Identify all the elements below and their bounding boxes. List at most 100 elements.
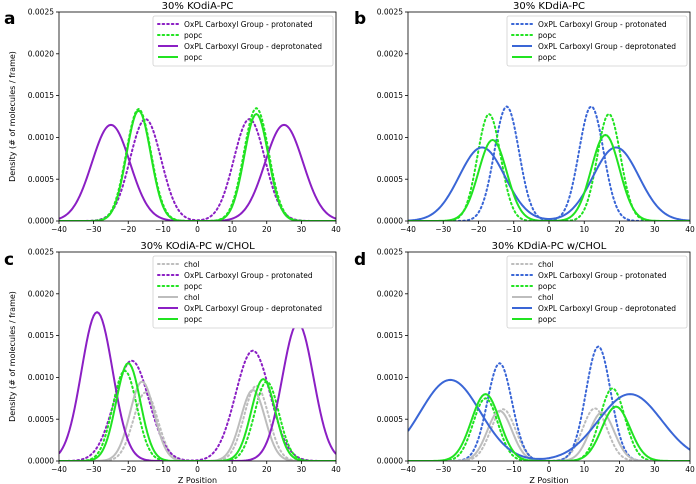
x-tick-label: −20 xyxy=(120,225,136,234)
x-tick-label: 0 xyxy=(195,465,200,474)
x-tick-label: −10 xyxy=(155,465,171,474)
x-axis-label: Z Position xyxy=(178,476,217,484)
y-tick-label: 0.0020 xyxy=(28,289,54,298)
series-line-3 xyxy=(408,133,690,221)
legend-label: OxPL Carboxyl Group - protonated xyxy=(184,20,313,29)
y-tick-label: 0.0000 xyxy=(28,217,54,226)
x-tick-label: −20 xyxy=(471,465,487,474)
series-line-2 xyxy=(408,146,690,221)
chart-title: 30% KDdiA-PC w/CHOL xyxy=(492,241,607,252)
legend-label: chol xyxy=(184,260,200,269)
series-line-1 xyxy=(59,349,336,461)
x-tick-label: 30 xyxy=(297,465,307,474)
legend-box xyxy=(506,15,688,67)
plot-area xyxy=(408,345,690,461)
panel-letter: a xyxy=(4,9,15,29)
panel-letter: d xyxy=(354,250,366,270)
legend-label: popc xyxy=(538,315,556,324)
legend-box xyxy=(152,255,334,329)
y-tick-label: 0.0025 xyxy=(28,8,54,17)
panel-letter: b xyxy=(354,9,366,29)
y-tick-label: 0.0005 xyxy=(28,415,54,424)
x-tick-label: 40 xyxy=(685,465,695,474)
legend-label: OxPL Carboxyl Group - deprotonated xyxy=(184,304,322,313)
series-line-4 xyxy=(59,311,336,461)
y-tick-label: 0.0025 xyxy=(28,248,54,257)
x-tick-label: −20 xyxy=(120,465,136,474)
x-tick-label: −30 xyxy=(435,465,451,474)
x-tick-label: −10 xyxy=(155,225,171,234)
x-tick-label: 30 xyxy=(297,225,307,234)
series-line-0 xyxy=(408,105,690,221)
legend-box xyxy=(506,255,688,329)
x-tick-label: −40 xyxy=(51,465,67,474)
plot-area xyxy=(59,311,336,461)
legend-label: popc xyxy=(538,53,556,62)
y-axis-label: Density (# of molecules / frame) xyxy=(8,291,17,422)
y-tick-label: 0.0010 xyxy=(377,133,403,142)
legend-label: chol xyxy=(184,293,200,302)
legend-label: popc xyxy=(184,31,202,40)
legend-label: OxPL Carboxyl Group - deprotonated xyxy=(538,304,676,313)
series-line-0 xyxy=(59,118,336,221)
plot-area xyxy=(59,107,336,221)
legend-label: popc xyxy=(184,315,202,324)
panel-a: a 30% KOdiA-PC Density (# of molecules / f… xyxy=(4,1,341,234)
legend: OxPL Carboxyl Group - protonated popc OxPL… xyxy=(506,15,688,67)
series-line-3 xyxy=(59,380,336,461)
x-tick-label: −10 xyxy=(506,225,522,234)
series-line-5 xyxy=(408,393,690,461)
x-tick-label: −40 xyxy=(400,225,416,234)
series-line-1 xyxy=(408,112,690,221)
x-tick-label: 10 xyxy=(227,225,237,234)
x-tick-label: 20 xyxy=(262,465,272,474)
x-axis-label: Z Position xyxy=(529,476,568,484)
x-tick-label: −40 xyxy=(51,225,67,234)
x-tick-label: 20 xyxy=(615,465,625,474)
panel-d: d 30% KDdiA-PC w/CHOL Z Position −40 −30 −20 −… xyxy=(354,241,695,484)
y-tick-label: 0.0020 xyxy=(28,49,54,58)
y-tick-label: 0.0025 xyxy=(377,8,403,17)
y-tick-label: 0.0025 xyxy=(377,248,403,257)
series-line-2 xyxy=(59,123,336,221)
series-line-1 xyxy=(59,107,336,221)
legend-label: OxPL Carboxyl Group - protonated xyxy=(538,271,667,280)
x-tick-label: 40 xyxy=(331,465,341,474)
legend-label: OxPL Carboxyl Group - protonated xyxy=(538,20,667,29)
legend-box xyxy=(152,15,334,67)
panel-c: c 30% KOdiA-PC w/CHOL Density (# of molecu… xyxy=(4,241,341,484)
y-tick-label: 0.0000 xyxy=(28,457,54,466)
x-tick-label: 0 xyxy=(195,225,200,234)
y-tick-label: 0.0010 xyxy=(28,133,54,142)
x-tick-label: 30 xyxy=(650,225,660,234)
x-tick-label: 10 xyxy=(227,465,237,474)
legend-label: OxPL Carboxyl Group - deprotonated xyxy=(538,42,676,51)
x-tick-label: 10 xyxy=(579,225,589,234)
y-tick-label: 0.0000 xyxy=(377,457,403,466)
x-tick-label: 0 xyxy=(547,225,552,234)
x-tick-label: 40 xyxy=(331,225,341,234)
x-tick-label: −40 xyxy=(400,465,416,474)
legend-label: chol xyxy=(538,260,554,269)
legend-label: popc xyxy=(184,53,202,62)
y-tick-label: 0.0010 xyxy=(377,373,403,382)
series-line-3 xyxy=(59,109,336,221)
series-line-3 xyxy=(408,409,690,461)
chart-title: 30% KDdiA-PC xyxy=(513,1,585,12)
series-line-0 xyxy=(408,407,690,461)
legend-label: popc xyxy=(538,282,556,291)
legend-label: OxPL Carboxyl Group - protonated xyxy=(184,271,313,280)
y-tick-label: 0.0010 xyxy=(28,373,54,382)
x-tick-label: −10 xyxy=(506,465,522,474)
y-tick-label: 0.0005 xyxy=(377,175,403,184)
legend: chol OxPL Carboxyl Group - protonated popc… xyxy=(506,255,688,329)
x-tick-label: −30 xyxy=(435,225,451,234)
series-line-2 xyxy=(408,387,690,461)
x-tick-label: −30 xyxy=(86,465,102,474)
legend-label: OxPL Carboxyl Group - deprotonated xyxy=(184,42,322,51)
y-tick-label: 0.0000 xyxy=(377,217,403,226)
axes-frame xyxy=(58,251,337,462)
y-tick-label: 0.0005 xyxy=(28,175,54,184)
x-tick-label: 40 xyxy=(685,225,695,234)
